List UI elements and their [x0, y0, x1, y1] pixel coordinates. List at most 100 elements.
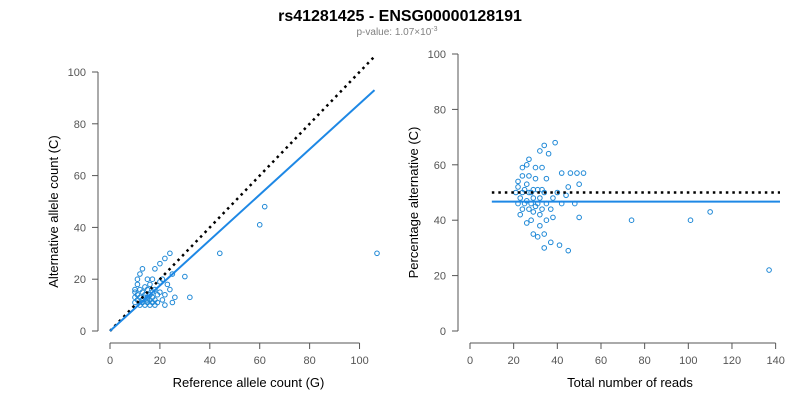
data-point	[552, 139, 558, 146]
data-point	[580, 170, 587, 176]
data-point	[628, 217, 635, 223]
x-tick-label: 120	[723, 355, 741, 367]
fit-line	[109, 89, 376, 332]
x-tick-label: 20	[508, 355, 520, 367]
data-point	[519, 164, 526, 171]
data-point	[541, 189, 548, 196]
y-tick-label: 20	[74, 274, 86, 286]
data-point	[519, 173, 526, 179]
data-point	[517, 195, 524, 201]
x-tick-label: 40	[204, 355, 216, 367]
chart-title: rs41281425 - ENSG00000128191	[278, 8, 522, 25]
chart-subtitle: p-value: 1.07×10-3	[356, 26, 437, 38]
reference-line	[109, 55, 376, 332]
y-tick-label: 100	[428, 49, 446, 61]
x-tick-label: 80	[304, 355, 316, 367]
data-point	[550, 195, 556, 201]
data-point	[537, 148, 543, 154]
data-point	[530, 209, 537, 215]
data-point	[766, 267, 772, 273]
data-point	[543, 175, 550, 182]
data-point	[543, 217, 550, 223]
data-point	[554, 189, 561, 196]
x-tick-label: 80	[639, 355, 651, 367]
x-tick-label: 0	[467, 355, 473, 367]
data-point	[541, 231, 548, 237]
data-point	[162, 302, 168, 308]
x-axis-title: Total number of reads	[567, 375, 693, 390]
data-point	[515, 178, 521, 185]
data-point	[162, 291, 168, 298]
y-axis-title: Alternative allele count (C)	[46, 135, 61, 287]
data-point	[547, 239, 554, 246]
data-point	[528, 217, 534, 223]
subtitle-exponent: -3	[431, 26, 437, 33]
data-point	[167, 286, 173, 293]
data-point	[537, 195, 543, 201]
panel-left: 0 20 40 60 80 100 0 20 40 60 80 100 Reference allele…	[46, 55, 380, 390]
data-point	[532, 175, 539, 182]
data-point	[532, 164, 539, 171]
x-tick-label: 40	[551, 355, 563, 367]
y-tick-label: 0	[440, 326, 446, 338]
data-point	[152, 266, 158, 272]
y-tick-label: 40	[434, 215, 446, 227]
x-tick-label: 20	[154, 355, 166, 367]
data-point	[162, 255, 168, 262]
panel-right: 0 20 40 60 80 100 0 20 40 60 80 100 120 140 Total numb…	[406, 49, 785, 390]
data-point	[167, 250, 173, 257]
data-point	[147, 281, 153, 288]
data-point	[537, 211, 543, 218]
data-point	[539, 206, 545, 212]
data-point	[547, 206, 554, 212]
subtitle-prefix: p-value: 1.07×10	[356, 27, 431, 38]
data-point	[256, 222, 263, 228]
data-point	[134, 276, 141, 283]
data-point	[139, 266, 146, 272]
data-point	[523, 220, 530, 226]
y-tick-label: 20	[434, 271, 446, 283]
data-point	[526, 156, 532, 163]
data-point	[517, 211, 524, 218]
x-tick-label: 140	[766, 355, 784, 367]
data-point	[530, 195, 537, 201]
x-tick-label: 100	[350, 355, 368, 367]
data-point	[707, 209, 713, 215]
data-point	[567, 170, 574, 176]
x-tick-label: 0	[107, 355, 113, 367]
data-point	[537, 222, 543, 229]
data-point	[523, 181, 530, 187]
data-point	[563, 192, 569, 199]
data-point	[157, 289, 163, 295]
x-tick-label: 60	[595, 355, 607, 367]
data-point	[534, 234, 541, 240]
data-point	[556, 242, 563, 248]
data-point	[565, 184, 572, 190]
data-point	[216, 250, 223, 257]
data-point	[526, 173, 532, 179]
y-axis-title: Percentage alternative (C)	[406, 127, 421, 279]
y-tick-label: 0	[80, 326, 86, 338]
data-point	[558, 170, 565, 176]
data-point	[687, 217, 694, 223]
data-point	[172, 294, 178, 301]
x-tick-label: 60	[254, 355, 266, 367]
data-point	[541, 142, 548, 149]
data-point	[169, 271, 176, 277]
data-point	[526, 206, 532, 212]
data-point	[545, 150, 552, 157]
y-tick-label: 60	[434, 160, 446, 172]
data-point	[374, 250, 380, 257]
data-point	[576, 181, 582, 187]
data-point	[541, 245, 548, 251]
data-point	[159, 297, 166, 303]
data-point	[515, 184, 521, 190]
x-tick-label: 100	[679, 355, 697, 367]
data-point	[157, 260, 163, 267]
data-point	[539, 164, 545, 171]
y-tick-label: 60	[74, 171, 86, 183]
data-point	[523, 162, 530, 168]
data-point	[134, 281, 141, 288]
data-point	[550, 214, 556, 221]
